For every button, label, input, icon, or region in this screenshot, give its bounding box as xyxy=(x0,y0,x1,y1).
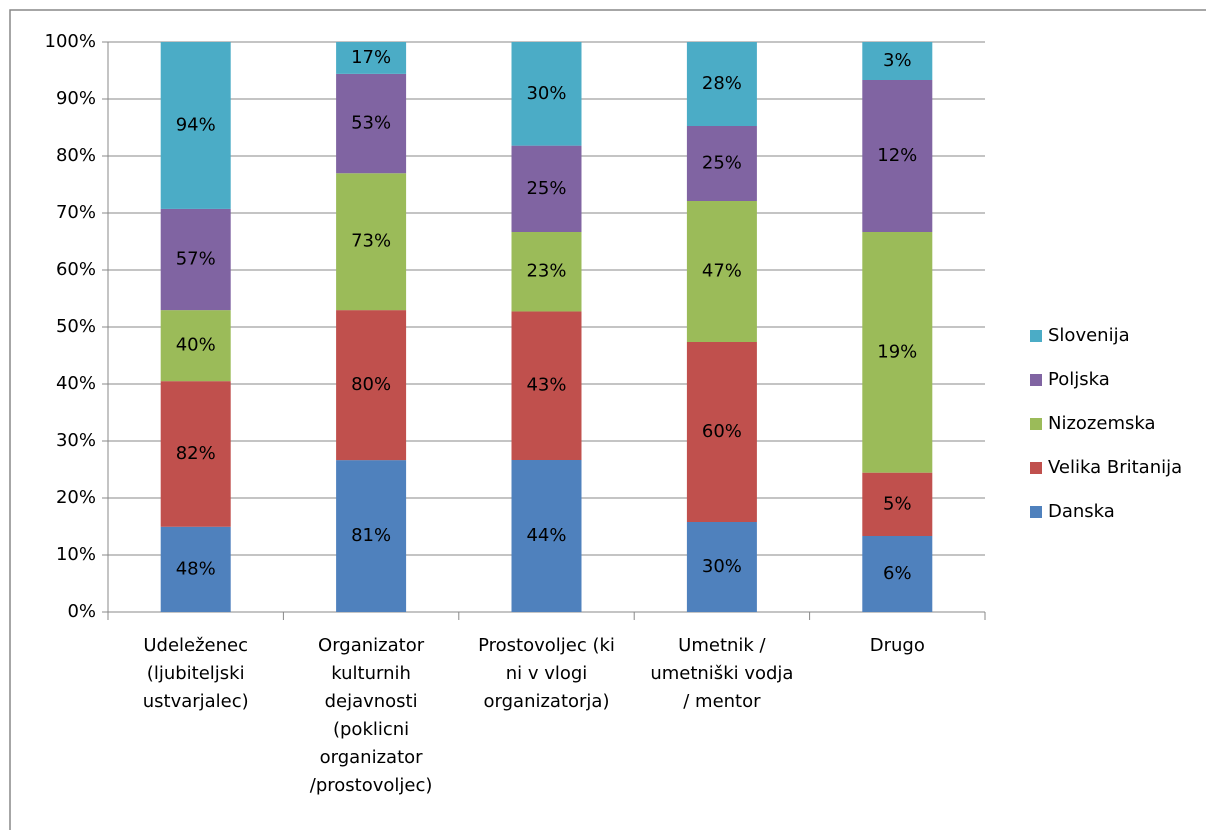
data-label: 80% xyxy=(351,374,391,395)
legend-label: Poljska xyxy=(1048,369,1110,390)
x-tick-label: kulturnih xyxy=(331,663,411,684)
x-tick-label: umetniški vodja xyxy=(650,663,793,684)
data-label: 94% xyxy=(176,114,216,135)
x-tick-label: /prostovoljec) xyxy=(310,775,433,796)
data-label: 82% xyxy=(176,443,216,464)
x-tick-label: / mentor xyxy=(683,691,761,712)
x-tick-label: Organizator xyxy=(318,635,425,656)
x-tick-label: Drugo xyxy=(870,635,925,656)
y-tick-label: 100% xyxy=(45,31,96,52)
y-tick-label: 70% xyxy=(56,202,96,223)
x-tick-label: ni v vlogi xyxy=(506,663,588,684)
legend-swatch xyxy=(1030,374,1042,386)
bar-segment xyxy=(160,381,231,527)
bar-segment xyxy=(511,460,582,612)
bar-segment xyxy=(686,522,757,612)
data-label: 30% xyxy=(526,83,566,104)
data-label: 23% xyxy=(526,261,566,282)
y-tick-label: 0% xyxy=(67,601,96,622)
y-tick-label: 90% xyxy=(56,88,96,109)
y-tick-label: 30% xyxy=(56,430,96,451)
data-label: 25% xyxy=(702,153,742,174)
bar-segment xyxy=(160,42,231,209)
bar-segment xyxy=(160,310,231,382)
data-label: 60% xyxy=(702,421,742,442)
y-tick-label: 60% xyxy=(56,259,96,280)
bar-segment xyxy=(862,232,933,473)
data-label: 40% xyxy=(176,335,216,356)
x-tick-label: organizator xyxy=(320,747,424,768)
bar-segment xyxy=(336,173,407,311)
data-label: 12% xyxy=(877,145,917,166)
bar-segment xyxy=(862,472,933,536)
bar-segment xyxy=(336,42,407,74)
bar-segment xyxy=(862,536,933,612)
x-tick-label: ustvarjalec) xyxy=(143,691,249,712)
legend-label: Danska xyxy=(1048,501,1115,522)
bar-segment xyxy=(336,310,407,461)
bar-segment xyxy=(160,526,231,612)
bar-segment xyxy=(686,201,757,342)
bar-segment xyxy=(336,460,407,612)
data-label: 43% xyxy=(526,375,566,396)
data-label: 53% xyxy=(351,113,391,134)
data-label: 25% xyxy=(526,178,566,199)
legend-label: Nizozemska xyxy=(1048,413,1156,434)
x-tick-label: Umetnik / xyxy=(678,635,766,656)
bar-segment xyxy=(686,42,757,126)
x-tick-label: dejavnosti xyxy=(325,691,418,712)
bar-segment xyxy=(686,342,757,522)
y-tick-label: 50% xyxy=(56,316,96,337)
bar-segment xyxy=(160,208,231,311)
legend-swatch xyxy=(1030,418,1042,430)
x-tick-label: organizatorja) xyxy=(484,691,610,712)
legend-label: Velika Britanija xyxy=(1048,457,1182,478)
x-tick-label: Udeleženec xyxy=(143,635,248,656)
bar-segment xyxy=(336,73,407,174)
bar-segment xyxy=(511,232,582,312)
legend-label: Slovenija xyxy=(1048,325,1130,346)
bar-segment xyxy=(862,42,933,80)
data-label: 17% xyxy=(351,47,391,68)
y-tick-label: 40% xyxy=(56,373,96,394)
data-label: 30% xyxy=(702,556,742,577)
data-label: 57% xyxy=(176,249,216,270)
bar-segment xyxy=(686,126,757,201)
bar-segment xyxy=(511,145,582,232)
y-tick-label: 20% xyxy=(56,487,96,508)
legend-swatch xyxy=(1030,330,1042,342)
data-label: 47% xyxy=(702,261,742,282)
bar-segment xyxy=(511,42,582,146)
x-tick-label: (ljubiteljski xyxy=(147,663,245,684)
x-tick-label: Prostovoljec (ki xyxy=(478,635,615,656)
data-label: 73% xyxy=(351,231,391,252)
data-label: 3% xyxy=(883,50,912,71)
legend-swatch xyxy=(1030,506,1042,518)
data-label: 81% xyxy=(351,525,391,546)
data-label: 44% xyxy=(526,525,566,546)
data-label: 28% xyxy=(702,73,742,94)
data-label: 6% xyxy=(883,563,912,584)
data-label: 19% xyxy=(877,341,917,362)
data-label: 5% xyxy=(883,493,912,514)
bar-segment xyxy=(511,311,582,460)
y-tick-label: 10% xyxy=(56,544,96,565)
y-tick-label: 80% xyxy=(56,145,96,166)
x-tick-label: (poklicni xyxy=(333,719,409,740)
data-label: 48% xyxy=(176,558,216,579)
bar-segment xyxy=(862,80,933,232)
legend-swatch xyxy=(1030,462,1042,474)
